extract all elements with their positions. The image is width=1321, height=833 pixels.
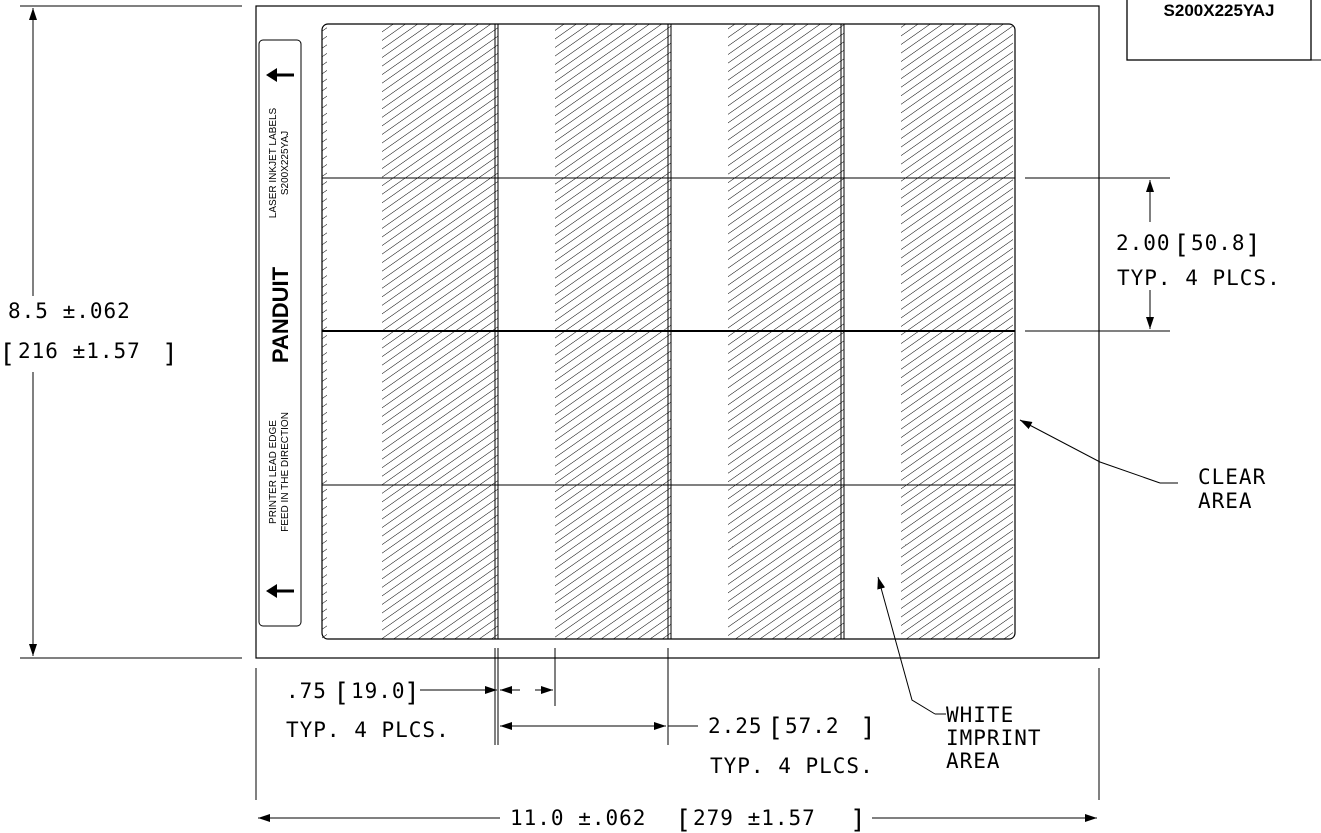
row-pitch-note: TYP. 4 PLCS. [1117,266,1281,290]
row-pitch-metric: 50.8 [1191,231,1246,255]
strip-bottom-line2: FEED IN THE DIRECTION [280,412,291,532]
svg-text:[: [ [1177,230,1187,260]
white-area-callout: WHITE IMPRINT AREA [877,576,1042,773]
feed-strip: LASER INKJET LABELS S200X225YAJ PANDUIT … [258,39,302,627]
white-area-line3: AREA [946,749,1001,773]
clear-width-dimension: .75 [ 19.0 ] TYP. 4 PLCS. [286,678,553,742]
feed-arrow-icon-bottom [266,584,294,598]
strip-bottom-line1: PRINTER LEAD EDGE [268,420,279,524]
label-pitch-metric: 57.2 [785,714,840,738]
svg-text:]: ] [852,805,862,833]
clear-area-line2: AREA [1198,489,1253,513]
panduit-logo: PANDUIT [268,266,293,363]
height-dimension: 8.5 ±.062 [ 216 ±1.57 ] [3,5,242,659]
label-pitch-note: TYP. 4 PLCS. [710,754,874,778]
label-area-outline [321,23,1016,640]
svg-text:[: [ [679,805,689,833]
clear-width-note: TYP. 4 PLCS. [286,718,450,742]
row-pitch-value: 2.00 [1116,231,1171,255]
svg-text:]: ] [164,339,174,369]
width-metric: 279 ±1.57 [693,806,816,830]
strip-top-line2: S200X225YAJ [280,131,291,195]
svg-text:[: [ [771,713,781,743]
svg-text:]: ] [406,678,416,708]
svg-text:]: ] [862,713,872,743]
white-area-line2: IMPRINT [946,726,1042,750]
clear-area-line1: CLEAR [1198,465,1266,489]
part-number-text: S200X225YAJ [1164,1,1275,20]
part-number-box: S200X225YAJ [1126,0,1321,61]
white-area-line1: WHITE [946,703,1014,727]
label-pitch-dimension: 2.25 [ 57.2 ] TYP. 4 PLCS. [500,713,874,778]
label-pitch-value: 2.25 [708,714,763,738]
clear-width-value: .75 [286,679,327,703]
strip-top-line1: LASER INKJET LABELS [268,107,279,218]
clear-width-metric: 19.0 [351,679,406,703]
bottom-extension-lines [255,648,1100,800]
svg-text:[: [ [3,339,13,369]
height-metric: 216 ±1.57 [18,339,141,363]
clear-area-callout: CLEAR AREA [1019,419,1266,513]
svg-text:]: ] [1247,230,1257,260]
svg-text:[: [ [337,678,347,708]
feed-arrow-icon-top [266,68,294,82]
row-pitch-dimension: 2.00 [ 50.8 ] TYP. 4 PLCS. [1025,177,1281,332]
sheet-outline [255,5,1100,659]
height-value: 8.5 ±.062 [8,299,131,323]
width-dimension: 11.0 ±.062 [ 279 ±1.57 ] [258,805,1097,833]
width-value: 11.0 ±.062 [510,806,646,830]
label-area [321,23,1016,640]
